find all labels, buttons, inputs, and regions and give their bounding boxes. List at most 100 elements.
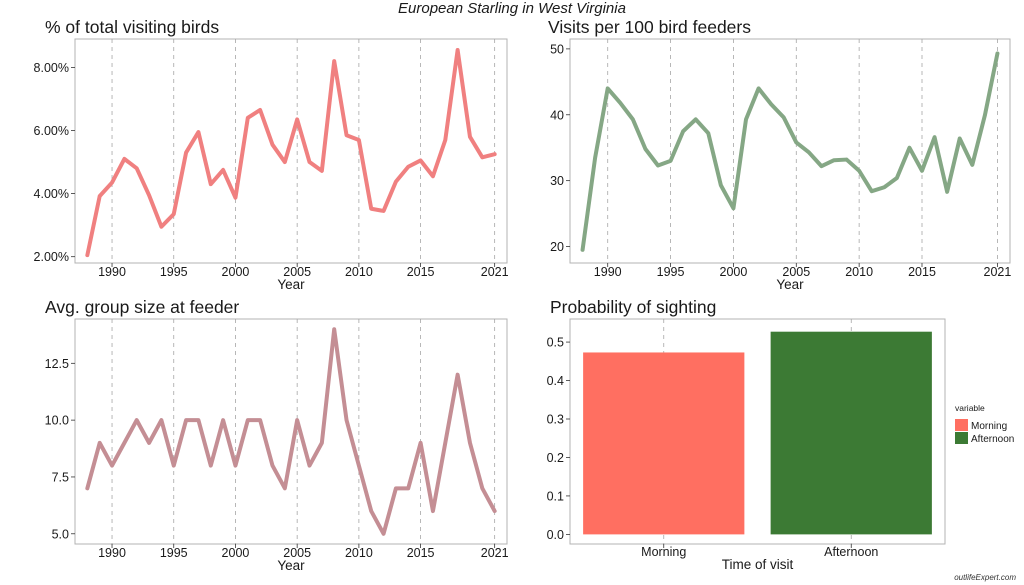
data-point: [808, 151, 810, 153]
data-point: [871, 190, 873, 192]
data-point: [358, 139, 360, 141]
data-point: [271, 144, 273, 146]
data-point: [210, 465, 212, 467]
x-axis-label: Year: [776, 277, 804, 292]
data-point: [582, 249, 584, 251]
data-point: [770, 103, 772, 105]
x-tick-label: 2015: [407, 265, 435, 279]
data-point: [234, 197, 236, 199]
series-line: [85, 48, 497, 258]
data-point: [259, 419, 261, 421]
data-point: [469, 442, 471, 444]
data-point: [234, 465, 236, 467]
x-tick-label: 2000: [222, 265, 250, 279]
data-point: [607, 87, 609, 89]
data-point: [457, 49, 459, 51]
y-tick-label: 0.4: [547, 374, 564, 388]
plot-frame: [569, 38, 1011, 264]
data-point: [333, 328, 335, 330]
data-point: [732, 207, 734, 209]
data-point: [136, 167, 138, 169]
x-tick-label: 2021: [481, 265, 509, 279]
data-point: [984, 114, 986, 116]
y-tick-label: 0.5: [547, 336, 564, 350]
data-point: [407, 487, 409, 489]
data-point: [296, 118, 298, 120]
y-tick-label: 0.3: [547, 413, 564, 427]
y-tick-label: 8.00%: [34, 61, 69, 75]
x-axis-label: Year: [277, 277, 305, 292]
x-tick-label: 2005: [782, 265, 810, 279]
y-tick-label: 10.0: [45, 414, 69, 428]
data-point: [358, 465, 360, 467]
data-point: [111, 182, 113, 184]
data-point: [469, 136, 471, 138]
data-point: [123, 442, 125, 444]
data-point: [284, 161, 286, 163]
bar-afternoon: [770, 331, 932, 535]
data-point: [148, 194, 150, 196]
data-point: [657, 164, 659, 166]
data-point: [444, 442, 446, 444]
data-point: [594, 157, 596, 159]
data-point: [670, 160, 672, 162]
x-tick-label: 2000: [720, 265, 748, 279]
data-point: [934, 136, 936, 138]
data-point: [86, 254, 88, 256]
x-tick-label: 2010: [345, 265, 373, 279]
data-point: [707, 132, 709, 134]
data-point: [420, 159, 422, 161]
data-point: [846, 159, 848, 161]
data-point: [210, 183, 212, 185]
chart-panel-probability: Probability of sighting 0.0 0.1 0.2 0.3 0.4 0…: [547, 297, 1024, 573]
x-tick-label: 1995: [160, 546, 188, 560]
data-point: [444, 139, 446, 141]
data-point: [959, 137, 961, 139]
x-tick-label: 2015: [908, 265, 936, 279]
plot-frame: [74, 318, 508, 545]
legend-title: variable: [955, 403, 985, 413]
data-point: [494, 153, 496, 155]
data-point: [160, 419, 162, 421]
y-tick-label: 40: [550, 108, 564, 122]
data-point: [383, 533, 385, 535]
panel-title: % of total visiting birds: [45, 17, 220, 37]
data-point: [795, 141, 797, 143]
legend-swatch: [955, 432, 968, 444]
data-point: [619, 102, 621, 104]
y-tick-label: 7.5: [52, 470, 69, 484]
line-chart-group-size: 1990 1995 2000 2005 2010 2015 2021 5.0 7.5 10.0 12…: [45, 318, 509, 573]
legend-label: Afternoon: [971, 434, 1014, 445]
data-point: [395, 181, 397, 183]
x-tick-label: 2021: [481, 546, 509, 560]
x-tick-label: 2021: [984, 265, 1012, 279]
data-point: [720, 184, 722, 186]
y-tick-label: 30: [550, 174, 564, 188]
data-point: [833, 159, 835, 161]
chart-panel-visits-per-feeder: Visits per 100 bird feeders 1990 1995 2000…: [548, 17, 1012, 292]
data-point: [197, 131, 199, 133]
y-tick-label: 12.5: [45, 357, 69, 371]
data-point: [682, 130, 684, 132]
data-point: [896, 177, 898, 179]
data-point: [921, 170, 923, 172]
x-tick-label: 2005: [283, 265, 311, 279]
x-tick-label: 1990: [98, 546, 126, 560]
data-point: [432, 175, 434, 177]
data-point: [222, 419, 224, 421]
data-point: [309, 161, 311, 163]
x-axis-label: Time of visit: [722, 557, 794, 572]
legend-swatch: [955, 419, 968, 431]
panel-title: Probability of sighting: [550, 297, 717, 317]
y-tick-label: 0.1: [547, 489, 564, 503]
line-chart-percent-visiting: 1990 1995 2000 2005 2010 2015 2021 2.00% 4.00% 6.…: [34, 38, 509, 292]
data-point: [858, 170, 860, 172]
line-chart-visits-per-feeder: 1990 1995 2000 2005 2010 2015 2021 20 30 40 50 Year: [550, 38, 1012, 292]
bar-chart-probability: 0.0 0.1 0.2 0.3 0.4 0.5 Morning Afternoon Time o…: [547, 318, 1014, 572]
data-point: [86, 487, 88, 489]
chart-panel-group-size: Avg. group size at feeder 1990 1995 2000 20…: [45, 297, 510, 573]
plot-frame: [74, 38, 508, 264]
x-tick-label: Afternoon: [824, 545, 878, 559]
data-point: [820, 165, 822, 167]
x-tick-label: 2015: [407, 546, 435, 560]
